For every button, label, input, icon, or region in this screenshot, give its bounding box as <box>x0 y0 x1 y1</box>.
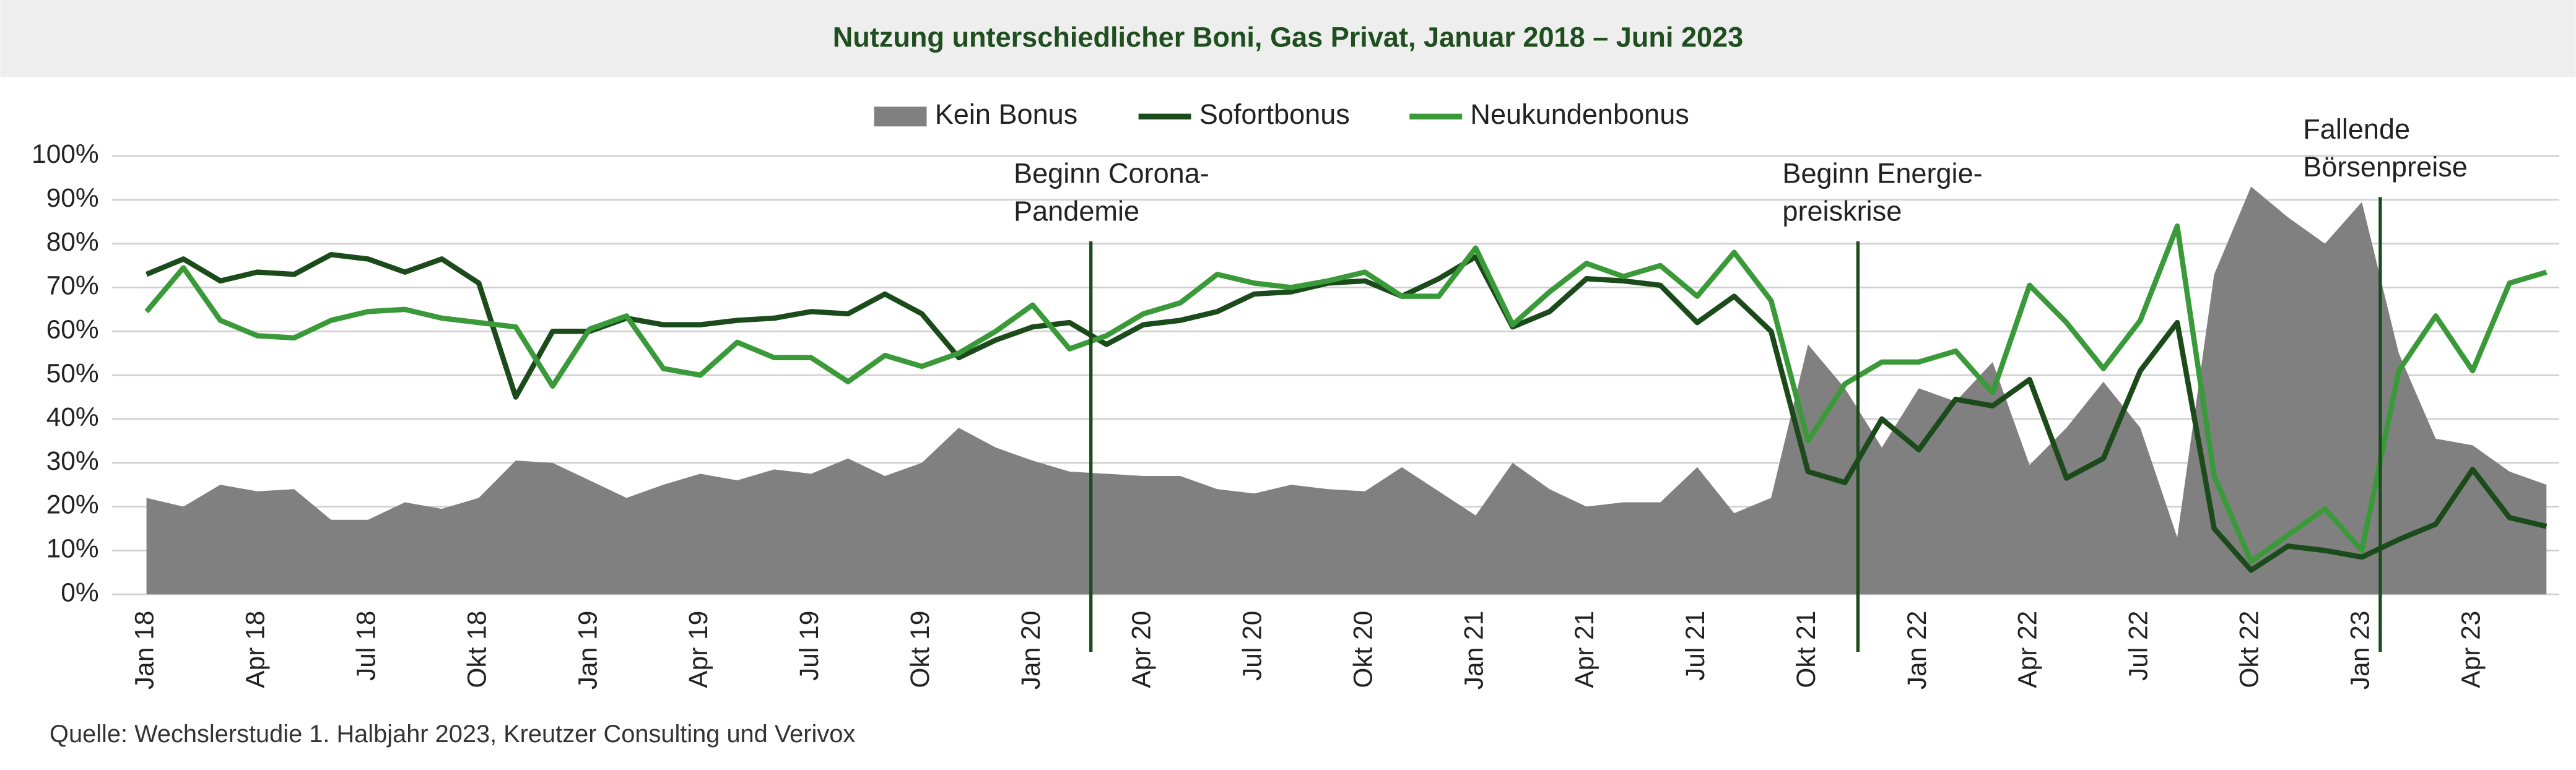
x-tick-label: Apr 22 <box>2013 611 2042 688</box>
annotation-text: Börsenpreise <box>2303 151 2468 183</box>
x-tick-label: Jan 20 <box>1016 611 1045 690</box>
x-tick-label: Okt 18 <box>462 611 491 688</box>
x-tick-label: Apr 19 <box>684 611 713 688</box>
x-tick-label: Okt 22 <box>2234 611 2263 688</box>
x-tick-label: Okt 21 <box>1791 611 1821 688</box>
x-tick-label: Apr 20 <box>1127 611 1156 688</box>
y-tick-label: 30% <box>46 446 99 475</box>
annotation-text: Pandemie <box>1014 196 1139 227</box>
y-tick-label: 40% <box>46 402 99 431</box>
source-note: Quelle: Wechslerstudie 1. Halbjahr 2023,… <box>50 720 855 748</box>
annotation-text: Beginn Corona- <box>1014 158 1209 189</box>
x-tick-label: Jul 18 <box>352 611 381 681</box>
x-tick-label: Okt 19 <box>905 611 934 688</box>
y-tick-label: 70% <box>46 271 99 300</box>
x-tick-label: Jan 18 <box>130 611 159 690</box>
x-tick-label: Okt 20 <box>1348 611 1377 688</box>
y-tick-label: 80% <box>46 227 99 256</box>
annotation-text: preiskrise <box>1782 196 1902 227</box>
area <box>146 186 2547 595</box>
y-tick-label: 50% <box>46 358 99 387</box>
x-tick-label: Apr 21 <box>1570 611 1599 688</box>
title-band <box>0 0 2576 77</box>
legend-label: Sofortbonus <box>1199 98 1350 130</box>
x-tick-label: Apr 23 <box>2456 611 2485 688</box>
chart-title: Nutzung unterschiedlicher Boni, Gas Priv… <box>833 22 1744 53</box>
x-tick-label: Jan 22 <box>1902 611 1931 690</box>
y-tick-label: 100% <box>32 139 99 168</box>
y-tick-label: 90% <box>46 183 99 212</box>
x-tick-label: Jul 19 <box>794 611 824 681</box>
annotation-text: Fallende <box>2303 113 2410 145</box>
legend-swatch <box>874 106 927 127</box>
x-tick-label: Jul 21 <box>1681 611 1710 681</box>
line <box>145 252 2548 573</box>
y-tick-label: 60% <box>46 314 99 344</box>
legend-label: Kein Bonus <box>935 98 1078 130</box>
legend-label: Neukundenbonus <box>1470 98 1689 130</box>
line <box>144 223 2548 565</box>
y-tick-label: 0% <box>61 578 98 607</box>
annotation-text: Beginn Energie- <box>1782 158 1982 189</box>
x-tick-label: Apr 18 <box>241 611 270 688</box>
x-tick-label: Jan 23 <box>2345 611 2374 690</box>
y-tick-label: 10% <box>46 534 99 563</box>
y-tick-label: 20% <box>46 490 99 519</box>
x-tick-label: Jul 20 <box>1238 611 1267 681</box>
x-tick-label: Jan 21 <box>1459 611 1488 690</box>
x-tick-label: Jul 22 <box>2124 611 2153 681</box>
x-tick-label: Jan 19 <box>573 611 602 690</box>
